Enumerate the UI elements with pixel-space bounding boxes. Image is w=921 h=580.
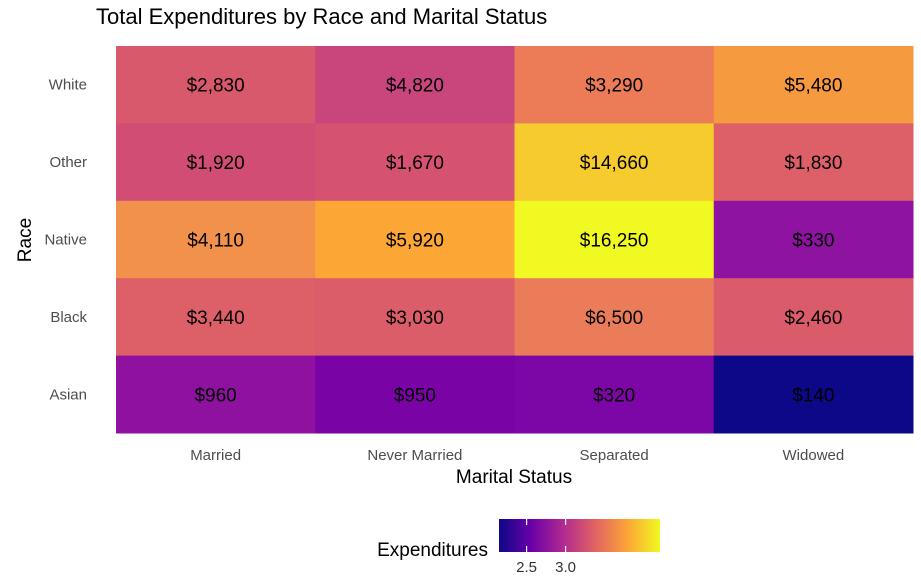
x-tick-label: Never Married bbox=[367, 447, 462, 464]
cell-value-label: $14,660 bbox=[580, 153, 649, 174]
legend-tick-label: 3.0 bbox=[555, 559, 576, 576]
x-axis-title: Marital Status bbox=[456, 467, 572, 488]
heatmap-cell bbox=[116, 200, 316, 279]
cell-value-label: $3,030 bbox=[386, 308, 444, 329]
cell-value-label: $330 bbox=[792, 231, 834, 252]
cell-value-label: $3,440 bbox=[187, 308, 245, 329]
chart-title: Total Expenditures by Race and Marital S… bbox=[96, 4, 547, 29]
cell-value-label: $960 bbox=[194, 385, 236, 406]
cell-value-label: $5,920 bbox=[386, 231, 444, 252]
cell-value-label: $5,480 bbox=[784, 76, 842, 97]
cell-value-label: $6,500 bbox=[585, 308, 643, 329]
heatmap-cell-labels: $2,830 $4,820 $3,290 $5,480 $1,920 $1,670 $14,… bbox=[187, 76, 843, 407]
heatmap-cell bbox=[116, 355, 316, 434]
cell-value-label: $3,290 bbox=[585, 76, 643, 97]
heatmap-cells bbox=[116, 46, 914, 434]
y-tick-label: Asian bbox=[49, 386, 87, 403]
y-tick-label: Black bbox=[50, 309, 87, 326]
heatmap-cell bbox=[315, 123, 515, 202]
legend-tick-label: 2.5 bbox=[516, 559, 537, 576]
cell-value-label: $16,250 bbox=[580, 231, 649, 252]
heatmap-cell bbox=[514, 46, 715, 124]
heatmap-cell bbox=[713, 123, 914, 202]
heatmap-cell bbox=[713, 200, 914, 279]
heatmap-cell bbox=[116, 123, 316, 202]
heatmap-cell bbox=[713, 46, 914, 124]
color-legend: Expenditures 2.5 3.0 bbox=[377, 519, 660, 576]
heatmap-cell bbox=[116, 46, 316, 124]
y-axis-tick-labels: White Other Native Black Asian bbox=[44, 77, 87, 404]
heatmap-cell bbox=[315, 278, 515, 357]
y-axis-title: Race bbox=[15, 218, 36, 262]
y-tick-label: Other bbox=[49, 154, 87, 171]
x-tick-label: Married bbox=[190, 447, 241, 464]
cell-value-label: $2,830 bbox=[187, 76, 245, 97]
y-tick-label: Native bbox=[44, 232, 87, 249]
cell-value-label: $1,920 bbox=[187, 153, 245, 174]
cell-value-label: $1,670 bbox=[386, 153, 444, 174]
legend-ticks: 2.5 3.0 bbox=[516, 519, 576, 576]
legend-title: Expenditures bbox=[377, 540, 488, 561]
heatmap-cell bbox=[315, 200, 515, 279]
x-axis-tick-labels: Married Never Married Separated Widowed bbox=[190, 447, 844, 464]
x-tick-label: Widowed bbox=[783, 447, 845, 464]
heatmap-cell bbox=[713, 355, 914, 434]
legend-colorbar bbox=[499, 519, 660, 552]
cell-value-label: $4,110 bbox=[187, 231, 244, 252]
cell-value-label: $320 bbox=[593, 385, 635, 406]
heatmap-cell bbox=[514, 355, 715, 434]
cell-value-label: $140 bbox=[792, 385, 834, 406]
heatmap-cell bbox=[116, 278, 316, 357]
y-tick-label: White bbox=[49, 77, 87, 94]
heatmap-cell bbox=[514, 200, 715, 279]
heatmap-cell bbox=[315, 355, 515, 434]
cell-value-label: $2,460 bbox=[784, 308, 842, 329]
heatmap-cell bbox=[514, 123, 715, 202]
heatmap-cell bbox=[315, 46, 515, 124]
cell-value-label: $4,820 bbox=[386, 76, 444, 97]
cell-value-label: $1,830 bbox=[784, 153, 842, 174]
heatmap-cell bbox=[514, 278, 715, 357]
heatmap-cell bbox=[713, 278, 914, 357]
x-tick-label: Separated bbox=[580, 447, 649, 464]
cell-value-label: $950 bbox=[394, 385, 436, 406]
